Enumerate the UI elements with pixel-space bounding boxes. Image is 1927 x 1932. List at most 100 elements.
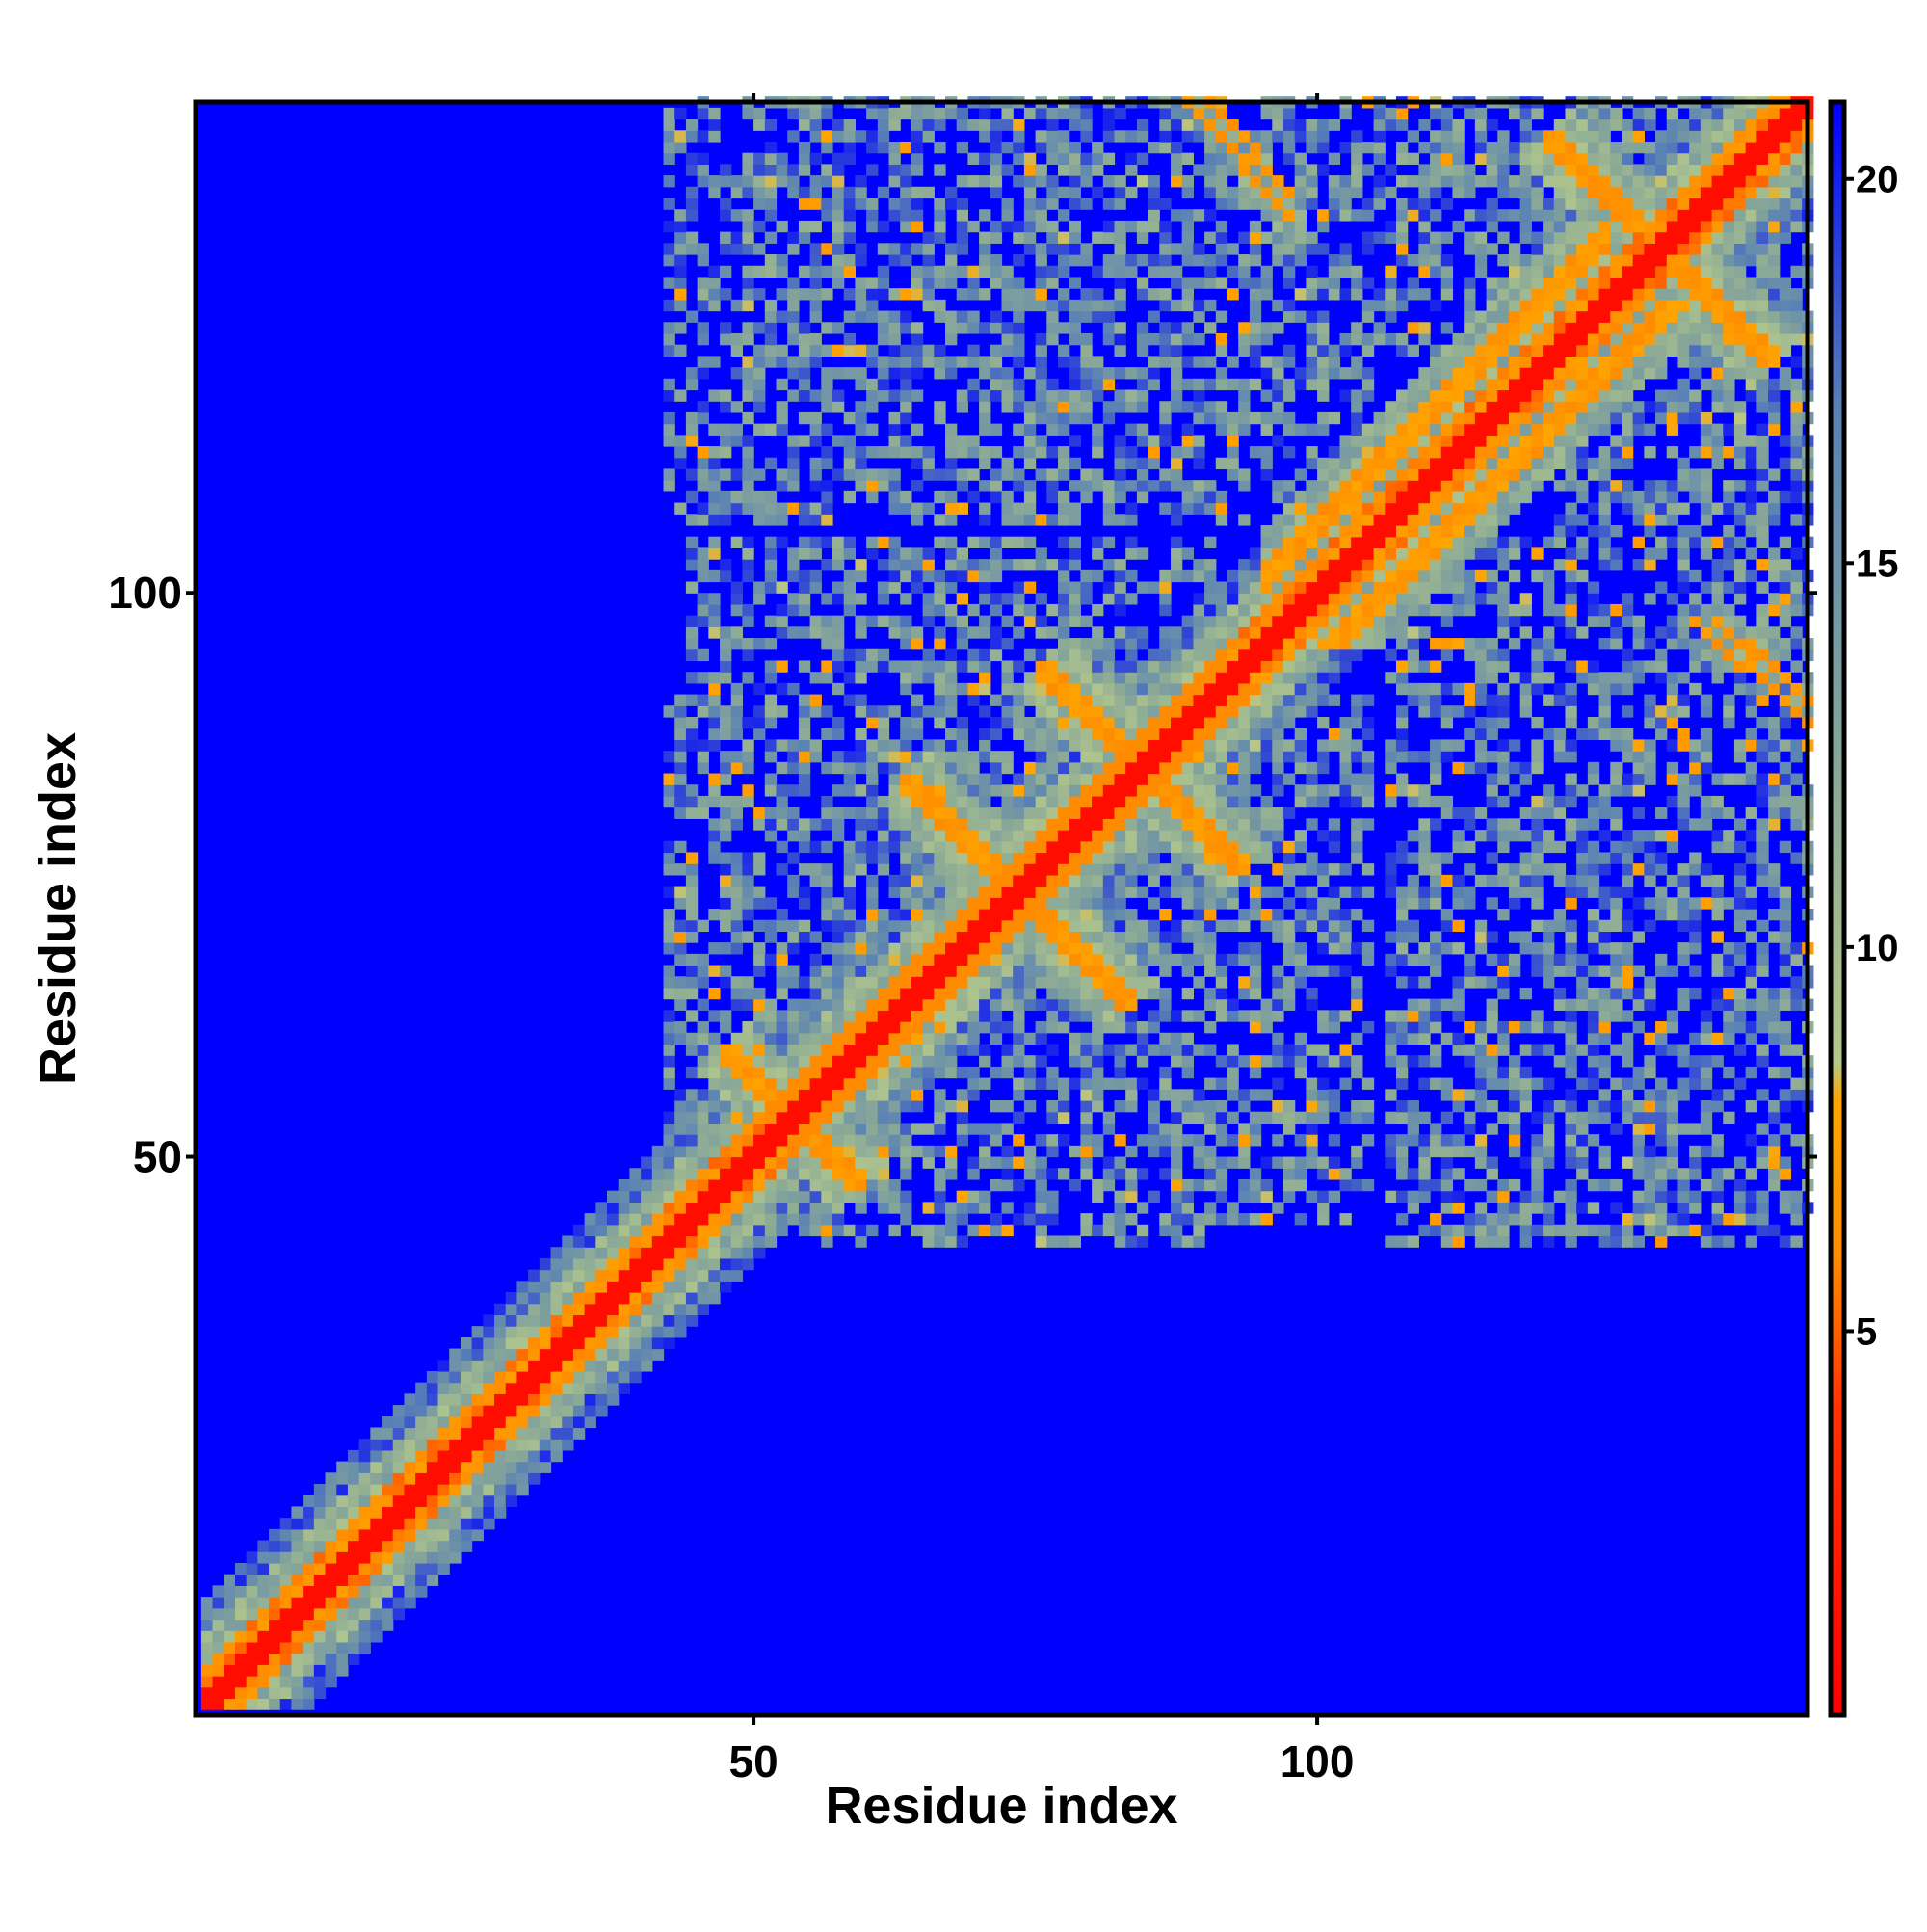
heatmap-cell bbox=[550, 1314, 563, 1327]
heatmap-cell bbox=[1282, 1190, 1296, 1203]
heatmap-cell bbox=[1046, 987, 1059, 1000]
heatmap-cell bbox=[685, 378, 699, 391]
heatmap-cell bbox=[663, 1123, 675, 1135]
heatmap-cell bbox=[922, 648, 935, 662]
heatmap-cell bbox=[224, 1619, 236, 1631]
heatmap-cell bbox=[832, 186, 845, 199]
heatmap-cell bbox=[967, 976, 980, 989]
heatmap-cell bbox=[855, 175, 867, 188]
heatmap-cell bbox=[1058, 886, 1070, 898]
heatmap-cell bbox=[1125, 1100, 1138, 1113]
heatmap-cell bbox=[798, 716, 811, 729]
heatmap-cell bbox=[720, 942, 732, 955]
heatmap-cell bbox=[1001, 1224, 1014, 1237]
heatmap-cell bbox=[1215, 1213, 1228, 1226]
heatmap-cell bbox=[1023, 514, 1037, 526]
heatmap-cell bbox=[956, 1010, 968, 1022]
heatmap-cell bbox=[821, 141, 833, 154]
heatmap-cell bbox=[1069, 231, 1081, 244]
heatmap-cell bbox=[1227, 1213, 1239, 1226]
heatmap-cell bbox=[798, 761, 811, 775]
heatmap-cell bbox=[674, 1123, 687, 1135]
heatmap-cell bbox=[1013, 694, 1025, 706]
heatmap-cell bbox=[1294, 615, 1307, 627]
heatmap-cell bbox=[426, 1472, 439, 1485]
heatmap-cell bbox=[1181, 897, 1194, 910]
heatmap-cell bbox=[1069, 547, 1081, 560]
heatmap-cell bbox=[1238, 569, 1251, 583]
heatmap-cell bbox=[900, 502, 912, 515]
heatmap-cell bbox=[663, 141, 675, 154]
heatmap-cell bbox=[1328, 411, 1341, 425]
heatmap-cell bbox=[776, 401, 788, 413]
heatmap-cell bbox=[742, 784, 754, 797]
heatmap-cell bbox=[663, 344, 675, 357]
heatmap-cell bbox=[753, 965, 766, 977]
heatmap-cell bbox=[1114, 840, 1126, 854]
heatmap-cell bbox=[855, 1235, 867, 1248]
heatmap-cell bbox=[990, 480, 1003, 492]
heatmap-cell bbox=[979, 987, 991, 1000]
heatmap-cell bbox=[1046, 694, 1059, 706]
heatmap-cell bbox=[911, 209, 924, 222]
heatmap-cell bbox=[1181, 322, 1194, 334]
heatmap-cell bbox=[279, 1574, 293, 1586]
heatmap-cell bbox=[1013, 998, 1025, 1011]
heatmap-cell bbox=[956, 660, 968, 673]
heatmap-cell bbox=[855, 378, 867, 391]
heatmap-cell bbox=[1204, 615, 1217, 627]
heatmap-cell bbox=[742, 603, 754, 617]
heatmap-cell bbox=[1260, 1055, 1273, 1068]
heatmap-cell bbox=[1046, 446, 1059, 459]
heatmap-cell bbox=[877, 1010, 890, 1022]
heatmap-cell bbox=[1317, 874, 1330, 887]
heatmap-cell bbox=[1046, 1213, 1059, 1226]
heatmap-cell bbox=[516, 1326, 529, 1338]
heatmap-cell bbox=[1306, 310, 1318, 323]
heatmap-cell bbox=[1013, 254, 1025, 267]
heatmap-cell bbox=[934, 739, 946, 752]
heatmap-cell bbox=[1282, 524, 1296, 538]
heatmap-cell bbox=[730, 751, 744, 763]
heatmap-cell bbox=[855, 1066, 867, 1079]
heatmap-cell bbox=[945, 310, 958, 323]
heatmap-cell bbox=[1170, 919, 1183, 933]
heatmap-cell bbox=[1294, 547, 1307, 560]
heatmap-cell bbox=[922, 107, 935, 120]
heatmap-cell bbox=[1069, 332, 1081, 346]
heatmap-cell bbox=[979, 728, 991, 741]
heatmap-cell bbox=[888, 840, 901, 854]
heatmap-cell bbox=[1013, 1178, 1025, 1192]
heatmap-cell bbox=[336, 1664, 349, 1677]
heatmap-cell bbox=[753, 107, 766, 120]
heatmap-cell bbox=[832, 987, 845, 1000]
heatmap-cell bbox=[866, 739, 879, 752]
heatmap-cell bbox=[1069, 761, 1081, 775]
heatmap-cell bbox=[1328, 524, 1341, 538]
heatmap-cell bbox=[934, 1202, 946, 1214]
heatmap-cell bbox=[855, 830, 867, 842]
heatmap-cell bbox=[843, 987, 857, 1000]
heatmap-cell bbox=[325, 1518, 337, 1530]
heatmap-cell bbox=[809, 344, 822, 357]
heatmap-cell bbox=[798, 784, 811, 797]
heatmap-cell bbox=[663, 1314, 675, 1327]
heatmap-cell bbox=[764, 1235, 778, 1248]
heatmap-cell bbox=[753, 514, 766, 526]
heatmap-cell bbox=[1306, 773, 1318, 785]
heatmap-cell bbox=[1046, 1044, 1059, 1056]
heatmap-cell bbox=[730, 1269, 744, 1282]
heatmap-cell bbox=[1035, 1235, 1047, 1248]
heatmap-cell bbox=[967, 1190, 980, 1203]
heatmap-cell bbox=[877, 1077, 890, 1090]
heatmap-cell bbox=[1227, 852, 1239, 864]
heatmap-cell bbox=[1035, 299, 1047, 312]
heatmap-cell bbox=[325, 1664, 337, 1677]
heatmap-cell bbox=[900, 807, 912, 819]
heatmap-cell bbox=[764, 299, 778, 312]
heatmap-cell bbox=[1306, 175, 1318, 188]
heatmap-cell bbox=[1339, 569, 1352, 583]
heatmap-cell bbox=[877, 1021, 890, 1034]
